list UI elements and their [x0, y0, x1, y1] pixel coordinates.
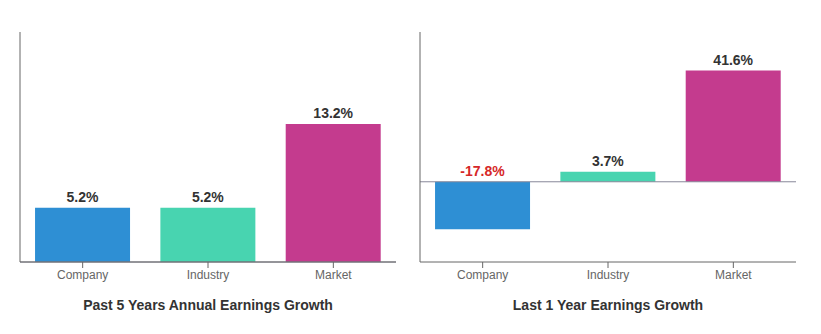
svg-text:41.6%: 41.6% — [713, 52, 753, 68]
html-text:Past 5 Years Annual Earnings G: Past 5 Years Annual Earnings Growth — [83, 297, 333, 313]
svg-text:3.7%: 3.7% — [592, 153, 624, 169]
svg-text:Company: Company — [57, 268, 108, 282]
svg-text:Market: Market — [315, 268, 352, 282]
svg-text:Company: Company — [457, 268, 508, 282]
svg-text:Market: Market — [715, 268, 752, 282]
html-text:Last 1 Year Earnings Growth: Last 1 Year Earnings Growth — [512, 297, 704, 313]
svg-text:-17.8%: -17.8% — [460, 163, 505, 179]
svg-text:13.2%: 13.2% — [313, 105, 353, 121]
svg-text:Industry: Industry — [587, 268, 630, 282]
svg-text:5.2%: 5.2% — [67, 189, 99, 205]
svg-text:5.2%: 5.2% — [192, 189, 224, 205]
svg-text:Industry: Industry — [187, 268, 230, 282]
